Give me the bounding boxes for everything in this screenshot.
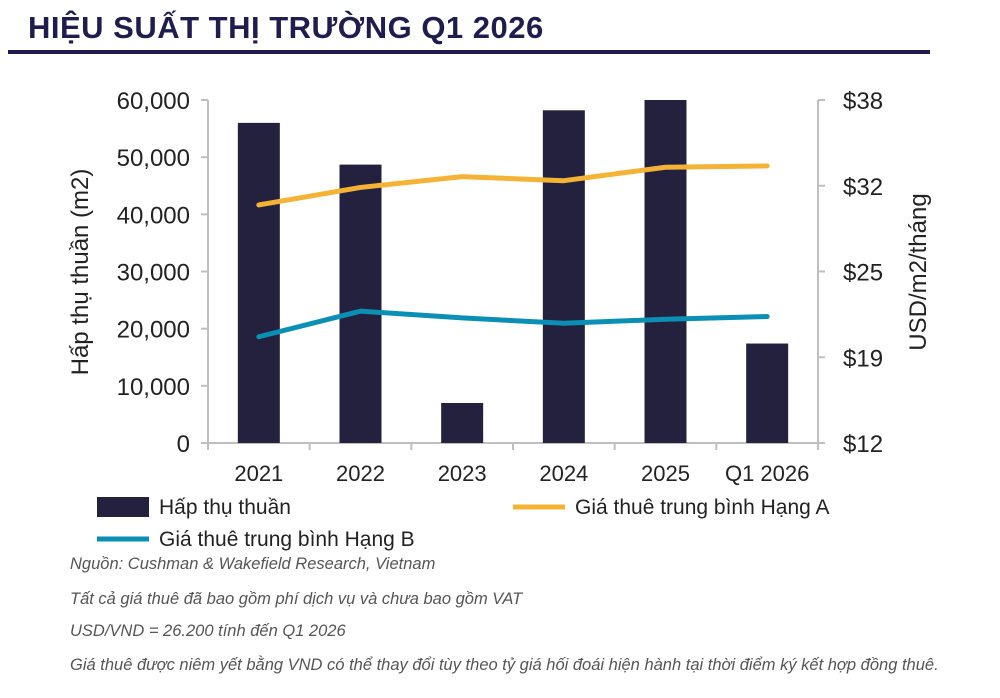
title-rule xyxy=(8,50,930,54)
bar-2021 xyxy=(237,122,280,443)
right-axis-tick-label: $32 xyxy=(843,174,883,201)
bar-2022 xyxy=(339,164,382,443)
legend-swatch-absorption xyxy=(97,497,149,517)
legend-label-grade-a: Giá thuê trung bình Hạng A xyxy=(575,496,830,519)
left-axis-title: Hấp thụ thuần (m2) xyxy=(67,169,94,376)
right-axis-title: USD/m2/tháng xyxy=(905,193,932,350)
left-axis-tick-label: 60,000 xyxy=(117,88,190,115)
left-axis-tick-label: 50,000 xyxy=(117,145,190,172)
currency-note: Giá thuê được niêm yết bằng VND có thể t… xyxy=(70,656,939,674)
left-axis-tick-label: 10,000 xyxy=(117,374,190,401)
x-axis-tick-label: Q1 2026 xyxy=(725,461,809,486)
x-axis-tick-label: 2023 xyxy=(438,461,487,486)
left-axis-tick-label: 20,000 xyxy=(117,317,190,344)
right-axis-tick-label: $19 xyxy=(843,345,883,372)
source-note: Nguồn: Cushman & Wakefield Research, Vie… xyxy=(70,555,436,573)
market-performance-chart: 0 10,000 20,000 30,000 40,000 50,000 60,000 $12… xyxy=(67,88,932,551)
x-axis-tick-label: 2022 xyxy=(336,461,385,486)
vat-note: Tất cả giá thuê đã bao gồm phí dịch vụ v… xyxy=(70,590,523,608)
bar-q1-2026 xyxy=(746,343,789,443)
x-axis-tick-label: 2021 xyxy=(234,461,283,486)
x-axis-tick-label: 2025 xyxy=(641,461,690,486)
left-axis-tick-label: 30,000 xyxy=(117,260,190,287)
left-axis-tick-label: 40,000 xyxy=(117,202,190,229)
exchange-rate-note: USD/VND = 26.200 tính đến Q1 2026 xyxy=(70,622,346,640)
right-axis-tick-label: $38 xyxy=(843,88,883,115)
legend-label-grade-b: Giá thuê trung bình Hạng B xyxy=(159,528,415,551)
legend-label-absorption: Hấp thụ thuần xyxy=(159,496,291,519)
left-axis-tick-label: 0 xyxy=(177,431,190,458)
bar-2024 xyxy=(542,110,585,443)
series-line-grade-a xyxy=(256,163,770,208)
right-axis-tick-label: $12 xyxy=(843,431,883,458)
page-title: HIỆU SUẤT THỊ TRƯỜNG Q1 2026 xyxy=(28,10,544,45)
x-axis-tick-label: 2024 xyxy=(539,461,588,486)
bar-2025 xyxy=(644,100,687,443)
bar-2023 xyxy=(441,402,484,443)
right-axis-tick-label: $25 xyxy=(843,260,883,287)
series-line-grade-b xyxy=(256,308,770,340)
